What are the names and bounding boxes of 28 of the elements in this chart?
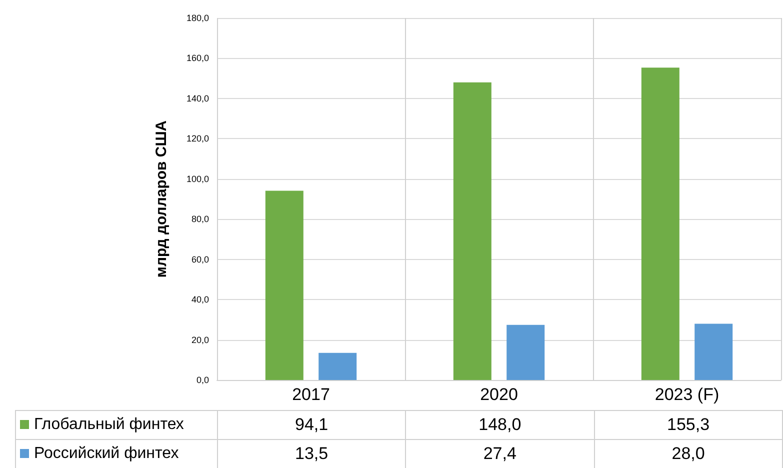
data-label: 27,4 [406, 440, 594, 468]
y-tick-label: 0,0 [196, 375, 209, 385]
y-tick-label: 120,0 [186, 134, 209, 144]
y-tick-label: 20,0 [191, 334, 209, 345]
legend-label: Российский финтех [16, 440, 218, 468]
x-tick-label: 2020 [480, 385, 518, 404]
data-label: 94,1 [217, 410, 406, 440]
legend-label: Глобальный финтех [16, 410, 218, 440]
x-tick-label: 2017 [292, 385, 330, 404]
y-tick-label: 140,0 [186, 93, 209, 104]
y-tick-label: 80,0 [191, 214, 209, 224]
bar [318, 352, 357, 380]
bar [641, 68, 680, 380]
bar [506, 324, 545, 380]
y-tick-label: 180,0 [186, 13, 209, 23]
y-tick-label: 100,0 [186, 174, 209, 184]
y-tick-label: 40,0 [191, 294, 209, 305]
data-label: 155,3 [594, 410, 782, 440]
x-tick-label: 2023 (F) [654, 385, 720, 404]
bar [453, 82, 492, 380]
y-tick-label: 160,0 [186, 53, 209, 64]
y-axis-title: млрд долларов США [153, 120, 170, 278]
bar [265, 190, 304, 380]
data-label: 28,0 [594, 440, 782, 468]
data-label: 148,0 [406, 410, 594, 440]
data-label: 13,5 [217, 440, 406, 468]
bar [694, 324, 733, 380]
y-tick-label: 60,0 [191, 254, 209, 264]
